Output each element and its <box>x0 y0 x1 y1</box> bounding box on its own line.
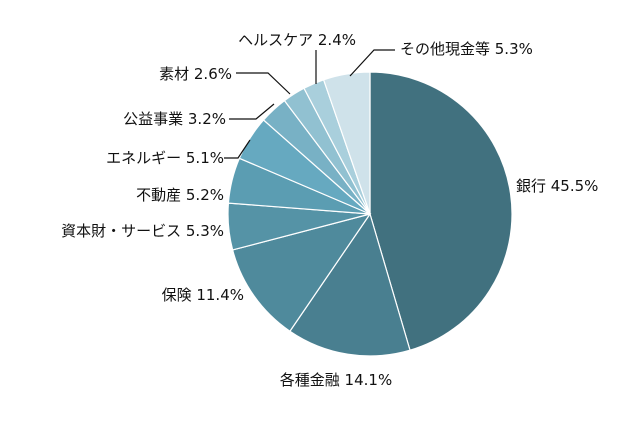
slice-label-5: 不動産 5.2% <box>136 186 224 204</box>
pie-slice-1 <box>369 71 513 351</box>
slice-label-1: 銀行 45.5% <box>516 177 598 195</box>
leader-line-7 <box>229 103 275 120</box>
pie-slices <box>227 71 513 357</box>
slice-label-10: その他現金等 5.3% <box>400 40 533 58</box>
slice-label-6: エネルギー 5.1% <box>106 149 224 167</box>
slice-label-2: 各種金融 14.1% <box>280 371 392 389</box>
leader-lines <box>224 49 395 159</box>
slice-label-7: 公益事業 3.2% <box>123 110 226 128</box>
slice-label-4: 資本財・サービス 5.3% <box>61 222 224 240</box>
leader-line-10 <box>349 49 395 77</box>
leader-line-8 <box>236 72 291 95</box>
pie-slice-3 <box>231 213 372 333</box>
slice-label-9: ヘルスケア 2.4% <box>238 31 356 49</box>
slice-label-8: 素材 2.6% <box>159 65 232 83</box>
slice-labels: 銀行 45.5% 各種金融 14.1% 保険 11.4% 資本財・サービス 5.3% 不… <box>61 31 598 389</box>
slice-label-3: 保険 11.4% <box>162 286 244 304</box>
leader-line-6 <box>224 139 251 159</box>
pie-slice-2 <box>289 212 411 357</box>
pie-slice-10 <box>322 71 371 215</box>
